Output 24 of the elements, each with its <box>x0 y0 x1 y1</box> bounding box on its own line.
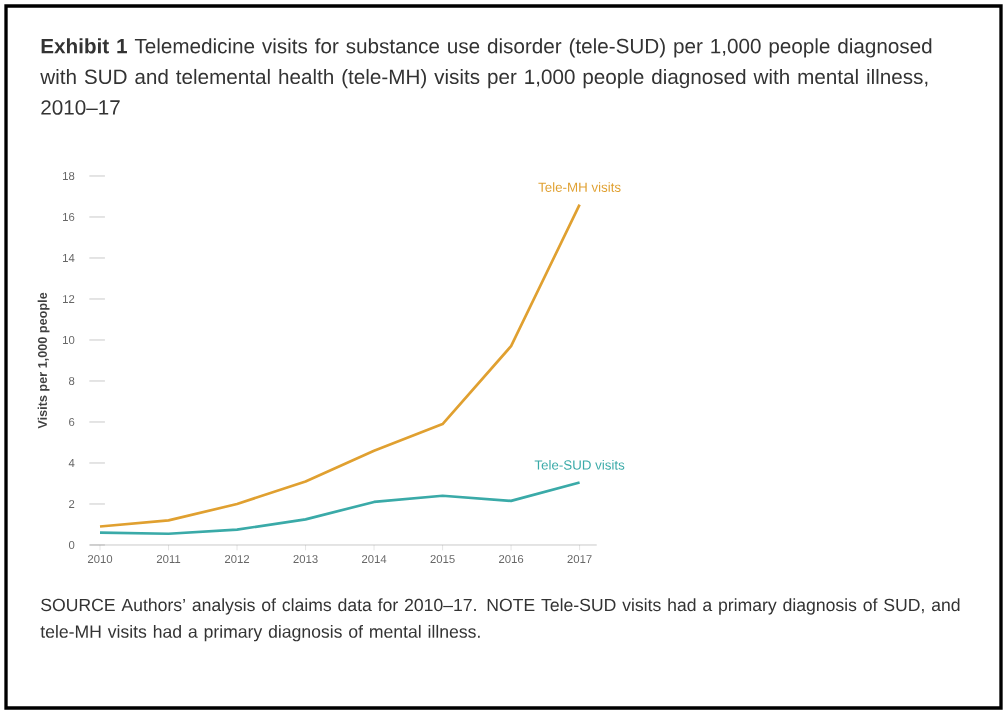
y-tick-label: 14 <box>63 254 75 262</box>
x-tick-label: 2016 <box>499 555 524 564</box>
x-tick-label: 2013 <box>293 555 318 564</box>
y-tick-label: 0 <box>68 540 75 549</box>
y-tick-label: 12 <box>63 295 75 303</box>
x-tick-label: 2015 <box>430 555 455 564</box>
x-tick-label: 2011 <box>156 555 181 564</box>
series-label: Tele-SUD visits <box>534 459 625 470</box>
y-tick-label: 10 <box>63 335 75 344</box>
x-tick-label: 2014 <box>362 555 387 564</box>
y-tick-label: 18 <box>63 171 75 180</box>
source-note: SOURCE Authors’ analysis of claims data for 2010–17. NOTE Tele-SUD visits had a primary diagnosis of SUD, and tele-MH visits had a primary diagnosis of mental illness. <box>40 598 960 642</box>
chart-title: Exhibit 1 Telemedicine visits for substance use disorder (tele-SUD) per 1,000 people diagnosed with SUD and telemental health (tele-MH) visits per 1,000 people diagnosed with mental illness, 2010–17 <box>40 38 932 115</box>
y-axis-title: Visits per 1,000 people <box>37 292 50 429</box>
y-tick-label: 4 <box>68 459 75 467</box>
x-tick-label: 2010 <box>87 555 113 564</box>
y-tick-label: 2 <box>69 500 75 508</box>
y-tick-label: 8 <box>69 376 75 385</box>
series-label: Tele-MH visits <box>538 182 621 192</box>
y-tick-label: 16 <box>63 212 75 221</box>
y-tick-label: 6 <box>69 417 75 426</box>
x-tick-label: 2012 <box>224 555 250 564</box>
line-series <box>98 481 581 536</box>
x-tick-label: 2017 <box>567 555 592 564</box>
